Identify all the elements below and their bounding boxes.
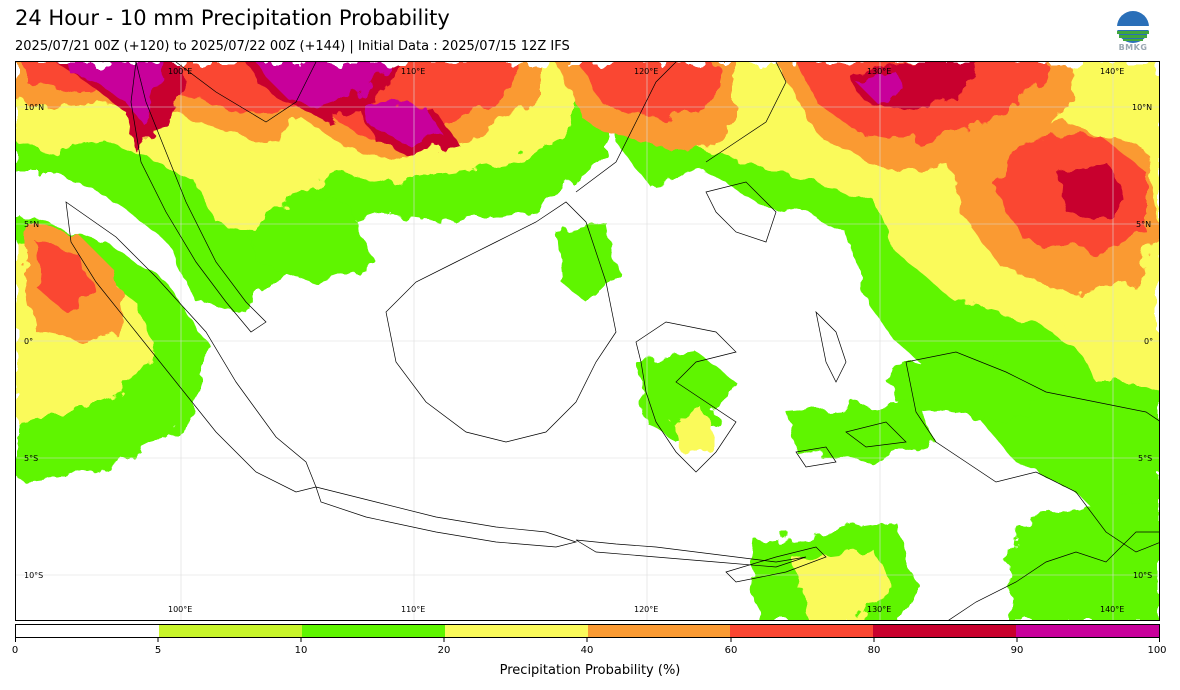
colorbar-segment [158, 625, 302, 637]
lat-label: 10°S [24, 571, 43, 580]
lon-labels-top: 100°E 110°E 120°E 130°E 140°E [168, 67, 1124, 76]
lon-label: 120°E [634, 605, 658, 614]
lat-label: 0° [1144, 337, 1153, 346]
lon-label: 130°E [867, 605, 891, 614]
colorbar-tick: 100 [1147, 645, 1167, 656]
precipitation-map: 100°E 110°E 120°E 130°E 140°E 100°E 110°… [15, 61, 1160, 621]
colorbar-tick: 60 [724, 645, 738, 656]
lat-label: 5°S [1138, 454, 1152, 463]
lon-label: 120°E [634, 67, 658, 76]
colorbar-tick: 20 [437, 645, 451, 656]
map-subtitle: 2025/07/21 00Z (+120) to 2025/07/22 00Z … [15, 39, 570, 54]
lat-labels-left: 10°N 5°N 0° 5°S 10°S [24, 103, 44, 580]
map-title: 24 Hour - 10 mm Precipitation Probabilit… [15, 6, 450, 30]
precip-field [16, 62, 1159, 620]
bmkg-logo: BMKG [1114, 10, 1152, 56]
lat-label: 10°S [1133, 571, 1152, 580]
colorbar-tick-marks [15, 638, 1160, 642]
colorbar-tick: 0 [11, 645, 19, 656]
lon-label: 110°E [401, 67, 425, 76]
colorbar-tick: 40 [580, 645, 594, 656]
colorbar-segment [873, 625, 1017, 637]
coastlines [65, 62, 1159, 620]
colorbar-segment [730, 625, 874, 637]
logo-text: BMKG [1118, 43, 1148, 52]
graticule [16, 62, 1159, 620]
lat-label: 10°N [24, 103, 44, 112]
colorbar-segment [587, 625, 731, 637]
colorbar-tick: 5 [154, 645, 162, 656]
lon-labels-bottom: 100°E 110°E 120°E 130°E 140°E [168, 605, 1124, 614]
colorbar-segment [16, 625, 159, 637]
lon-label: 100°E [168, 67, 192, 76]
lon-label: 110°E [401, 605, 425, 614]
lat-label: 0° [24, 337, 33, 346]
colorbar-segment [1016, 625, 1159, 637]
lon-label: 100°E [168, 605, 192, 614]
colorbar-tick: 80 [867, 645, 881, 656]
lon-label: 130°E [867, 67, 891, 76]
lat-label: 5°S [24, 454, 38, 463]
colorbar-tick: 90 [1010, 645, 1024, 656]
colorbar-segment [444, 625, 588, 637]
lat-label: 5°N [24, 220, 39, 229]
colorbar-label: Precipitation Probability (%) [499, 663, 681, 678]
colorbar [15, 624, 1160, 638]
lon-label: 140°E [1100, 605, 1124, 614]
lat-labels-right: 10°N 5°N 0° 5°S 10°S [1132, 103, 1153, 580]
colorbar-segment [301, 625, 445, 637]
lon-label: 140°E [1100, 67, 1124, 76]
lat-label: 5°N [1136, 220, 1151, 229]
lat-label: 10°N [1132, 103, 1152, 112]
colorbar-tick: 10 [294, 645, 308, 656]
